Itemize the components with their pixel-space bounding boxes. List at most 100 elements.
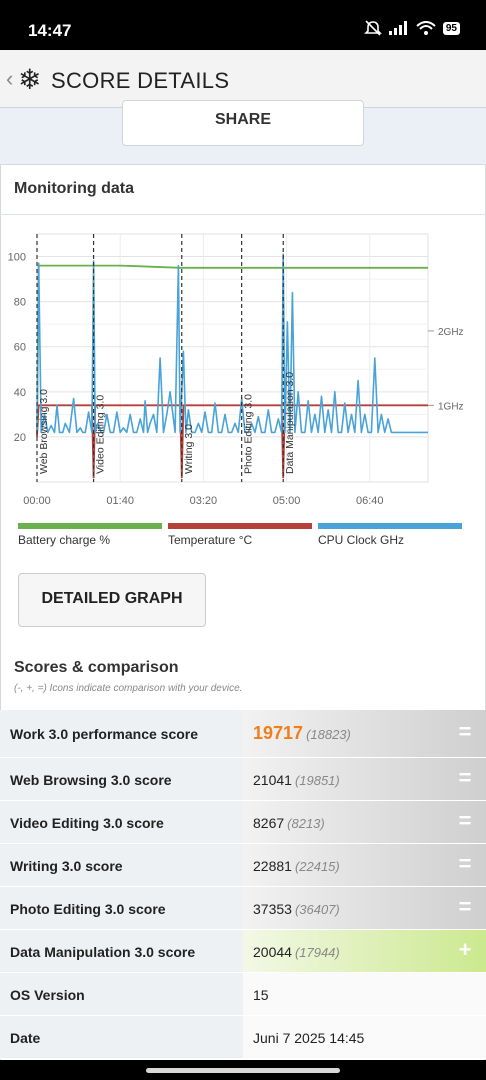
score-value: 8267 (8213) bbox=[253, 815, 325, 831]
comparison-score: (19851) bbox=[294, 773, 340, 788]
chart-legend: Battery charge % Temperature °C CPU Cloc… bbox=[18, 523, 468, 553]
status-icons: 95 bbox=[363, 20, 460, 36]
legend-swatch-battery bbox=[18, 523, 162, 529]
x-tick-label: 01:40 bbox=[106, 495, 134, 507]
x-tick-label: 06:40 bbox=[356, 495, 384, 507]
legend-label-cpu: CPU Clock GHz bbox=[318, 533, 405, 547]
y-tick-label: 40 bbox=[14, 387, 26, 399]
home-indicator[interactable] bbox=[146, 1068, 340, 1073]
signal-icon bbox=[388, 21, 407, 35]
divider bbox=[0, 214, 486, 215]
score-number: 22881 bbox=[253, 858, 292, 874]
test-marker-label: Web Browsing 3.0 bbox=[38, 389, 50, 474]
y-right-tick-label: 1GHz bbox=[438, 401, 464, 412]
equals-icon: = bbox=[458, 894, 472, 919]
score-number: 8267 bbox=[253, 815, 285, 831]
score-row: Date Juni 7 2025 14:45 bbox=[0, 1016, 486, 1059]
score-name: Web Browsing 3.0 score bbox=[10, 772, 172, 788]
legend-swatch-temperature bbox=[168, 523, 312, 529]
score-name: OS Version bbox=[10, 987, 85, 1003]
score-value: Juni 7 2025 14:45 bbox=[253, 1030, 364, 1046]
legend-label-battery: Battery charge % bbox=[18, 533, 111, 547]
test-marker-label: Writing 3.0 bbox=[183, 424, 195, 474]
score-number: 20044 bbox=[253, 944, 292, 960]
score-row: OS Version 15 bbox=[0, 973, 486, 1016]
score-number: 37353 bbox=[253, 901, 292, 917]
comparison-score: (8213) bbox=[287, 816, 325, 831]
mute-icon bbox=[363, 20, 382, 36]
snowflake-icon: ❄ bbox=[18, 64, 42, 95]
x-tick-label: 05:00 bbox=[273, 495, 301, 507]
score-name: Writing 3.0 score bbox=[10, 858, 123, 874]
score-name: Date bbox=[10, 1030, 41, 1046]
score-row: Video Editing 3.0 score 8267 (8213) = bbox=[0, 801, 486, 844]
score-value-cell: 21041 (19851) = bbox=[243, 758, 486, 800]
score-row: Photo Editing 3.0 score 37353 (36407) = bbox=[0, 887, 486, 930]
legend-item-cpu: CPU Clock GHz bbox=[318, 523, 462, 547]
share-button[interactable]: SHARE bbox=[122, 100, 364, 146]
score-value: 15 bbox=[253, 987, 269, 1003]
status-time: 14:47 bbox=[28, 21, 72, 40]
test-marker-label: Photo Editing 3.0 bbox=[243, 394, 255, 474]
score-value-cell: 37353 (36407) = bbox=[243, 887, 486, 929]
equals-icon: = bbox=[458, 808, 472, 833]
score-value-cell: 20044 (17944) + bbox=[243, 930, 486, 972]
equals-icon: = bbox=[458, 719, 472, 744]
score-name: Work 3.0 performance score bbox=[10, 726, 199, 742]
comparison-score: (18823) bbox=[306, 727, 351, 742]
score-number: Juni 7 2025 14:45 bbox=[253, 1030, 365, 1046]
score-name: Data Manipulation 3.0 score bbox=[10, 944, 196, 960]
plot-area bbox=[36, 233, 429, 483]
wifi-icon bbox=[416, 21, 436, 35]
score-number: 21041 bbox=[253, 772, 292, 788]
x-tick-label: 03:20 bbox=[190, 495, 218, 507]
y-right-tick-label: 2GHz bbox=[438, 327, 464, 338]
equals-icon: = bbox=[458, 765, 472, 790]
score-value: 19717 (18823) bbox=[253, 723, 351, 744]
y-tick-label: 20 bbox=[14, 432, 26, 444]
scores-note: (-, +, =) Icons indicate comparison with… bbox=[14, 683, 243, 694]
legend-swatch-cpu bbox=[318, 523, 462, 529]
score-value: 20044 (17944) bbox=[253, 944, 340, 960]
monitoring-title: Monitoring data bbox=[14, 180, 134, 197]
status-bar: 14:47 95 bbox=[0, 0, 486, 50]
navigation-bar bbox=[0, 1060, 486, 1080]
legend-label-temperature: Temperature °C bbox=[168, 533, 253, 547]
score-value-cell: 8267 (8213) = bbox=[243, 801, 486, 843]
score-name: Video Editing 3.0 score bbox=[10, 815, 164, 831]
scores-title: Scores & comparison bbox=[14, 659, 179, 676]
score-value: 21041 (19851) bbox=[253, 772, 340, 788]
legend-item-temperature: Temperature °C bbox=[168, 523, 312, 547]
score-row: Web Browsing 3.0 score 21041 (19851) = bbox=[0, 758, 486, 801]
legend-item-battery: Battery charge % bbox=[18, 523, 162, 547]
score-number: 15 bbox=[253, 987, 269, 1003]
cpu-series-line bbox=[36, 253, 428, 434]
comparison-score: (36407) bbox=[294, 902, 340, 917]
y-tick-label: 80 bbox=[14, 297, 26, 309]
score-value: 22881 (22415) bbox=[253, 858, 340, 874]
page-title: SCORE DETAILS bbox=[51, 68, 230, 93]
score-row: Writing 3.0 score 22881 (22415) = bbox=[0, 844, 486, 887]
battery-icon: 95 bbox=[442, 21, 460, 35]
app-bar: ‹ ❄ SCORE DETAILS bbox=[0, 50, 486, 108]
equals-icon: = bbox=[458, 851, 472, 876]
score-name: Photo Editing 3.0 score bbox=[10, 901, 166, 917]
detailed-graph-button[interactable]: DETAILED GRAPH bbox=[18, 573, 206, 627]
score-value: 37353 (36407) bbox=[253, 901, 340, 917]
plus-icon: + bbox=[458, 937, 472, 962]
y-tick-label: 60 bbox=[14, 342, 26, 354]
chevron-left-icon[interactable]: ‹ bbox=[6, 66, 14, 91]
scores-table: Work 3.0 performance score 19717 (18823) = W… bbox=[0, 710, 486, 1059]
comparison-score: (17944) bbox=[294, 945, 340, 960]
test-marker-label: Data Manipulation 3.0 bbox=[284, 372, 296, 474]
score-row: Work 3.0 performance score 19717 (18823) = bbox=[0, 710, 486, 758]
score-value-cell: Juni 7 2025 14:45 bbox=[243, 1016, 486, 1058]
score-value-cell: 15 bbox=[243, 973, 486, 1015]
score-value-cell: 22881 (22415) = bbox=[243, 844, 486, 886]
monitoring-chart[interactable]: 20 40 60 80 100 00:00 01:40 03:20 05:00 06:40 1GHz… bbox=[0, 222, 486, 512]
score-number: 19717 bbox=[253, 723, 304, 743]
score-value-cell: 19717 (18823) = bbox=[243, 710, 486, 757]
test-marker-label: Video Editing 3.0 bbox=[95, 395, 107, 474]
score-row: Data Manipulation 3.0 score 20044 (17944) + bbox=[0, 930, 486, 973]
comparison-score: (22415) bbox=[294, 859, 340, 874]
